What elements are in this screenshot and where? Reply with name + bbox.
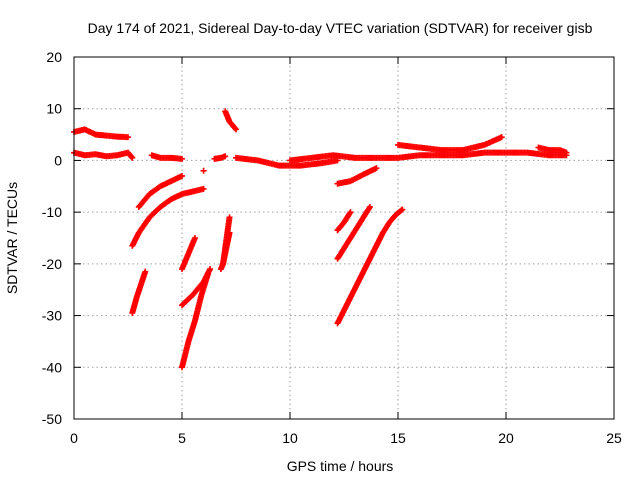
plot-frame — [73, 56, 615, 420]
x-axis-label: GPS time / hours — [287, 458, 394, 474]
y-axis-label: SDTVAR / TECUs — [4, 182, 20, 294]
data-point — [179, 172, 185, 179]
y-tick-label: 10 — [46, 101, 62, 117]
chart-title: Day 174 of 2021, Sidereal Day-to-day VTE… — [88, 20, 593, 36]
data-point — [347, 209, 354, 216]
y-tick-label: -30 — [42, 308, 62, 324]
x-tick-label: 20 — [498, 430, 514, 446]
data-point — [366, 203, 373, 210]
y-tick-label: -10 — [42, 204, 62, 220]
track-marker — [232, 125, 239, 132]
y-tick-label: -50 — [42, 411, 62, 427]
y-tick-label: 20 — [46, 49, 62, 65]
grid-lines — [74, 57, 614, 419]
data-point — [191, 235, 198, 241]
x-tick-label: 15 — [390, 430, 406, 446]
data-point — [200, 167, 207, 174]
data-points — [71, 108, 570, 371]
data-point — [129, 154, 136, 161]
y-tick-label: -20 — [42, 256, 62, 272]
data-point — [233, 126, 239, 133]
x-tick-label: 25 — [606, 430, 622, 446]
data-point — [179, 155, 185, 162]
x-tick-label: 5 — [178, 430, 186, 446]
data-point — [226, 229, 233, 236]
data-point — [204, 271, 211, 278]
data-point — [125, 134, 131, 141]
data-point — [498, 134, 505, 141]
track-marker — [128, 153, 135, 160]
y-tick-label: 0 — [54, 152, 62, 168]
axis-ticks: 0 5 10 15 20 25 20 10 0 -10 -20 -30 -40 -50 — [42, 49, 622, 446]
y-tick-label: -40 — [42, 359, 62, 375]
data-point — [222, 153, 229, 160]
data-point — [226, 214, 233, 221]
data-point — [399, 206, 406, 213]
data-point — [207, 266, 214, 273]
track-marker — [398, 207, 405, 214]
data-point — [200, 185, 207, 192]
x-tick-label: 0 — [70, 430, 78, 446]
x-tick-label: 10 — [282, 430, 298, 446]
data-point — [373, 165, 380, 172]
data-point — [563, 149, 570, 156]
data-point — [142, 268, 149, 275]
